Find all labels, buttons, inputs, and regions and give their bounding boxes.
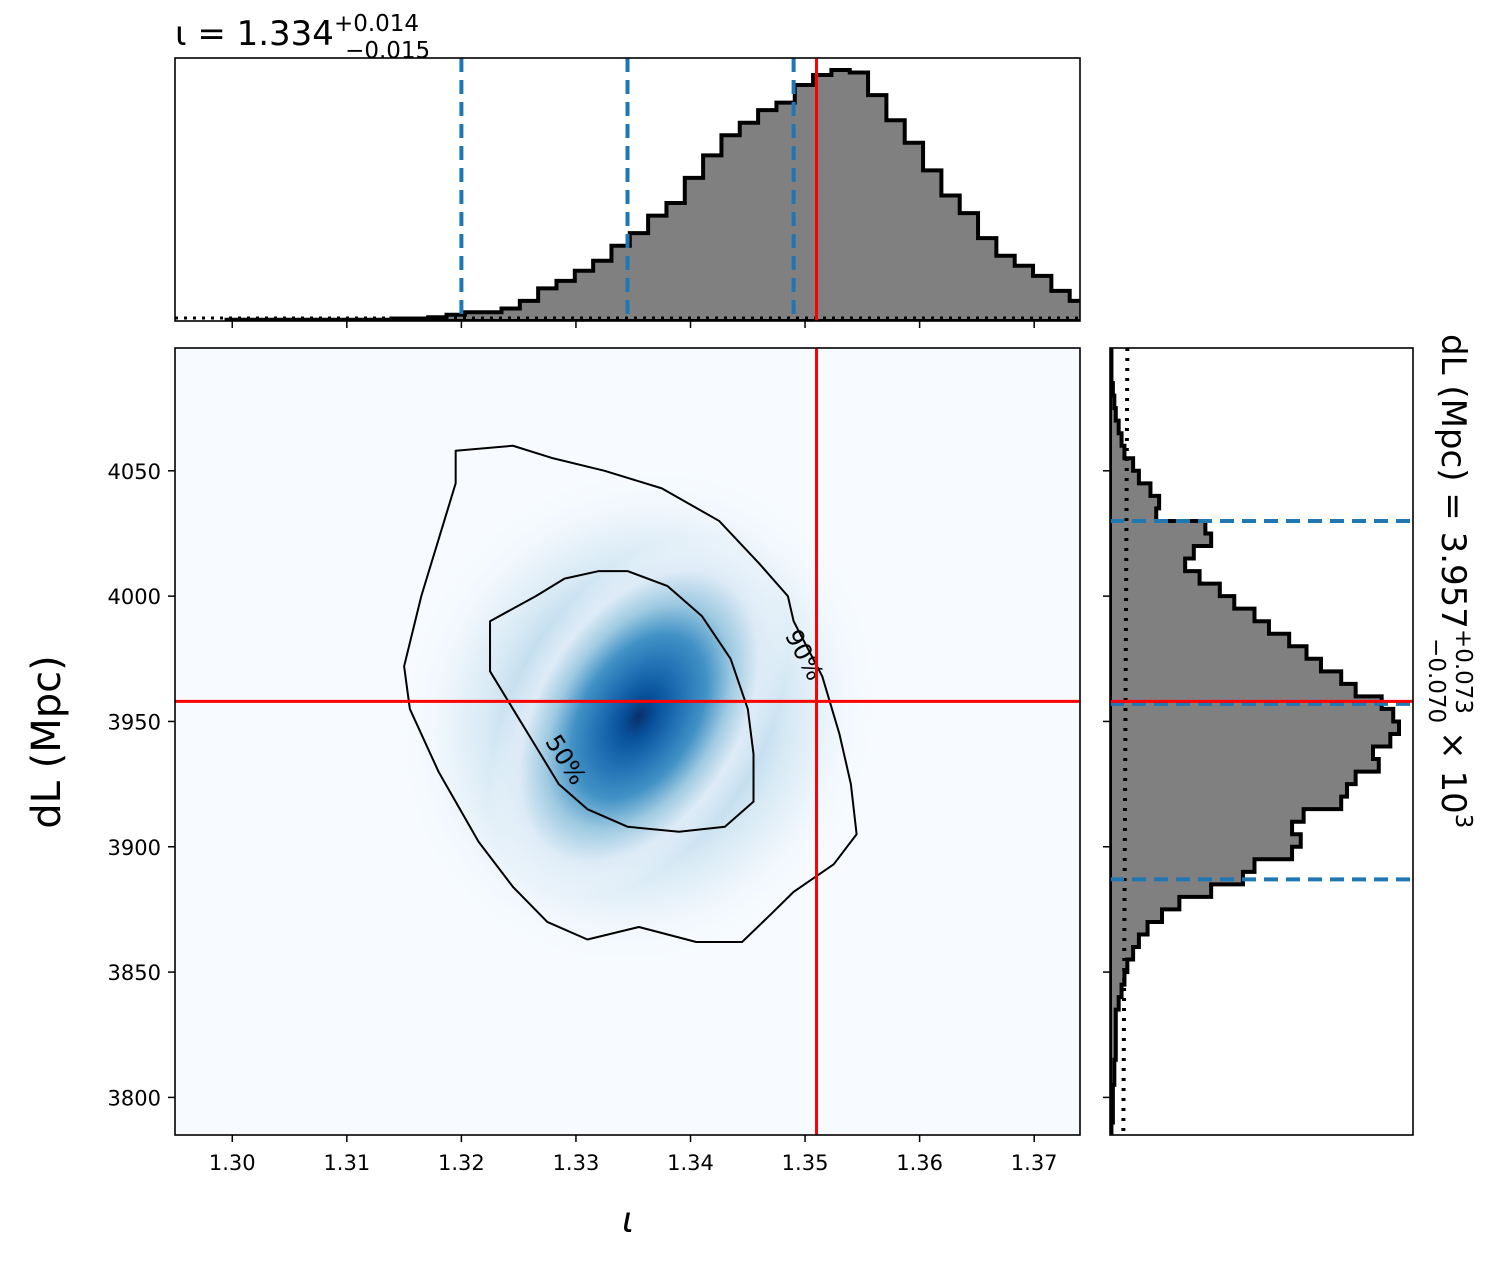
x-tick-label-2: 1.32 (438, 1151, 485, 1175)
top-histogram-panel: ι = 1.334+0.014 −0.015 (174, 11, 1081, 328)
top-title-sub: −0.015 (345, 38, 430, 64)
right-title: dL (Mpc) = 3.957+0.073−0.070 × 103 (1423, 334, 1476, 828)
right-title-sup: +0.073 (1450, 629, 1476, 714)
top-title: ι = 1.334+0.014 −0.015 (175, 11, 430, 64)
right-axes-frame (1109, 347, 1414, 1136)
x-tick-label-6: 1.36 (896, 1151, 943, 1175)
top-title-sup: +0.014 (334, 11, 419, 37)
joint-density-panel: 50%90% 1.30 1.31 1.32 1.33 1.34 1.35 1.36 1.37 … (24, 347, 1081, 1241)
right-title-sub: −0.070 (1423, 638, 1449, 723)
right-histogram-panel: dL (Mpc) = 3.957+0.073−0.070 × 103 (1103, 334, 1476, 1136)
density-core (489, 534, 789, 899)
y-tick-label-2: 3900 (108, 836, 161, 860)
x-tick-label-0: 1.30 (209, 1151, 256, 1175)
top-axes-frame (174, 57, 1081, 322)
x-tick-label-7: 1.37 (1011, 1151, 1058, 1175)
top-title-main: ι = 1.334 (175, 14, 334, 54)
joint-axes-frame (174, 347, 1081, 1136)
y-tick-label-3: 3950 (108, 710, 161, 734)
y-tick-label-5: 4050 (108, 460, 161, 484)
y-tick-label-0: 3800 (108, 1086, 161, 1110)
right-title-exp: 3 (1450, 814, 1476, 829)
right-title-main: dL (Mpc) = 3.957 (1433, 334, 1473, 629)
y-tick-label-4: 4000 (108, 585, 161, 609)
x-tick-label-3: 1.33 (553, 1151, 600, 1175)
y-tick-label-1: 3850 (108, 961, 161, 985)
right-title-suffix: × 10 (1433, 731, 1473, 814)
x-tick-label-5: 1.35 (782, 1151, 829, 1175)
contour-50 (489, 570, 755, 833)
right-prior-line (1121, 348, 1130, 1135)
y-axis-label: dL (Mpc) (24, 655, 70, 829)
right-histogram-bars (1110, 348, 1401, 1135)
x-tick-label-4: 1.34 (667, 1151, 714, 1175)
x-tick-label-1: 1.31 (323, 1151, 370, 1175)
x-axis-label: ι (622, 1200, 634, 1241)
